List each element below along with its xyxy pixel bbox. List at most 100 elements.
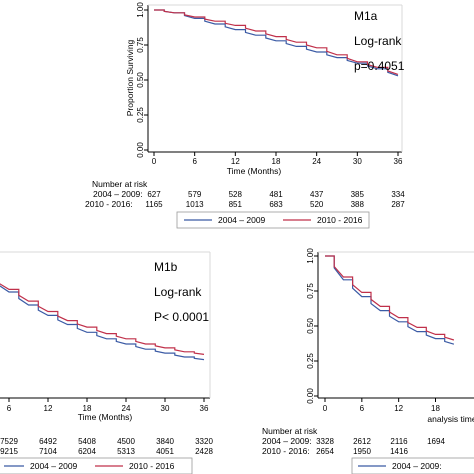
m1a-panel-label: M1a: [354, 9, 378, 23]
m1a-y-axis-label: Proportion Surviving: [125, 39, 135, 116]
m1a-yticks-label-0: 0.00: [136, 142, 145, 158]
m1c-xticks-label-0: 0: [323, 404, 328, 413]
m1c-risk-row2-cell-2: 1416: [390, 447, 408, 456]
m1b-risk-values: 7529649254084500384033201163792157104620…: [0, 437, 213, 456]
m1c-yticks-label-1: 0.25: [306, 353, 315, 369]
m1c-risk-row1-cell-2: 2116: [390, 437, 408, 446]
m1a-survival-curves: [154, 9, 399, 77]
m1c-xticks-label-1: 6: [360, 404, 365, 413]
m1a-plot-frame: [147, 4, 403, 153]
m1b-risk-row2-cell-3: 6204: [78, 447, 96, 456]
m1a-risk-row2-cell-0: 1165: [145, 200, 163, 209]
m1a-xticks-label-6: 36: [394, 157, 403, 166]
m1b-survival-curves: [0, 283, 205, 361]
m1b-xticks-label-1: 12: [44, 404, 53, 413]
m1c-plot-frame: [317, 251, 474, 399]
m1b-risk-row2-cell-2: 7104: [39, 447, 57, 456]
m1b-xticks-label-4: 30: [161, 404, 170, 413]
m1a-xticks-label-4: 24: [312, 157, 321, 166]
m1b-xticks-label-3: 24: [122, 404, 131, 413]
m1a-risk-row1-cell-5: 385: [351, 190, 365, 199]
m1a-p-value: p=0.4051: [354, 59, 405, 73]
m1c-risk-row2-cell-0: 2654: [316, 447, 334, 456]
m1a-risk-row1-cell-2: 528: [229, 190, 243, 199]
m1b-risk-row1-cell-2: 5408: [78, 437, 96, 446]
m1b-risk-row1-cell-4: 3840: [156, 437, 174, 446]
m1b-legend: 2004 – 2009 2010 - 2016: [0, 457, 193, 474]
m1b-legend-label-1: 2004 – 2009: [30, 461, 78, 471]
panel-m1c: 0.00 0.25 0.50 0.75 1.00 0 6 12 18 analysis tim…: [262, 248, 474, 474]
m1a-yticks-label-3: 0.75: [136, 37, 145, 53]
m1c-xticks-label-3: 18: [431, 404, 440, 413]
m1a-xticks-label-3: 18: [272, 157, 281, 166]
m1c-x-axis-label: analysis time: [427, 414, 474, 424]
m1a-risk-row-label-2: 2010 - 2016:: [85, 199, 133, 209]
m1a-legend: 2004 – 2009 2010 - 2016: [176, 211, 370, 229]
m1a-risk-row-label-1: 2004 – 2009:: [93, 189, 143, 199]
m1c-xticks-label-2: 12: [394, 404, 403, 413]
m1b-panel-label: M1b: [154, 260, 178, 274]
m1b-lines-series-1: [0, 285, 205, 361]
m1b-plot-frame: [0, 251, 211, 399]
m1c-yticks-label-4: 1.00: [306, 248, 315, 264]
m1a-risk-row1-cell-4: 437: [310, 190, 324, 199]
m1c-risk-row-label-1: 2004 – 2009:: [262, 436, 312, 446]
m1b-xticks-label-5: 36: [200, 404, 209, 413]
panel-m1b: 6 12 18 24 30 36 Time (Months) M1b Log-rank P…: [0, 251, 213, 474]
m1c-y-ticks: 0.00 0.25 0.50 0.75 1.00: [306, 248, 318, 404]
m1a-risk-row2-cell-6: 287: [391, 200, 405, 209]
m1b-risk-row2-cell-5: 4051: [156, 447, 174, 456]
m1c-risk-row1-cell-1: 2612: [353, 437, 371, 446]
m1b-lines-series-2: [0, 283, 205, 355]
m1a-risk-row2-cell-1: 1013: [186, 200, 204, 209]
m1c-risk-row1-cell-3: 1694: [427, 437, 445, 446]
m1c-yticks-label-2: 0.50: [306, 318, 315, 334]
m1b-risk-row1-cell-3: 4500: [117, 437, 135, 446]
m1b-risk-row1-cell-1: 6492: [39, 437, 57, 446]
m1a-xticks-label-5: 30: [353, 157, 362, 166]
m1c-legend-box: [351, 457, 474, 474]
m1b-logrank-label: Log-rank: [154, 285, 202, 299]
m1c-survival-curves: [325, 255, 455, 345]
m1b-x-ticks: 6 12 18 24 30 36: [7, 398, 209, 413]
m1a-xticks-label-0: 0: [152, 157, 157, 166]
m1b-risk-row2-cell-4: 5313: [117, 447, 135, 456]
m1a-risk-row2-cell-4: 520: [310, 200, 324, 209]
m1b-risk-row2-cell-1: 9215: [0, 447, 18, 456]
m1b-risk-row1-cell-5: 3320: [195, 437, 213, 446]
m1c-risk-row1-cell-0: 3328: [316, 437, 334, 446]
m1a-yticks-label-1: 0.25: [136, 107, 145, 123]
m1b-risk-row2-cell-6: 2428: [195, 447, 213, 456]
m1a-lines-series-1: [154, 9, 399, 77]
m1a-x-ticks: 0 6 12 18 24 30 36: [152, 152, 403, 166]
m1a-legend-box: [176, 211, 370, 229]
m1a-risk-row2-cell-2: 851: [229, 200, 243, 209]
m1a-lines-series-2: [154, 9, 399, 75]
m1a-risk-row1-cell-3: 481: [269, 190, 283, 199]
m1b-p-value: P< 0.0001: [154, 310, 209, 324]
m1c-lines-series-2: [325, 255, 455, 341]
m1c-x-ticks: 0 6 12 18: [323, 398, 440, 413]
m1a-risk-header: Number at risk: [92, 179, 148, 189]
m1a-legend-label-2: 2010 - 2016: [317, 215, 363, 225]
m1a-yticks-label-2: 0.50: [136, 72, 145, 88]
m1a-risk-values: 627 579 528 481 437 385 334 1165 1013 851 683 520 38…: [145, 190, 405, 209]
panel-m1a: 0.00 0.25 0.50 0.75 1.00 0 6 12 18 24 30 36 Propor…: [85, 2, 405, 229]
m1a-xticks-label-1: 6: [192, 157, 197, 166]
m1a-risk-row1-cell-6: 334: [391, 190, 405, 199]
m1a-risk-row1-cell-1: 579: [188, 190, 202, 199]
m1a-yticks-label-4: 1.00: [136, 2, 145, 18]
m1c-legend: 2004 – 2009:: [351, 457, 474, 474]
m1b-xticks-label-0: 6: [7, 404, 12, 413]
m1a-risk-row2-cell-5: 388: [351, 200, 365, 209]
m1c-risk-header: Number at risk: [262, 426, 318, 436]
m1b-xticks-label-2: 18: [83, 404, 92, 413]
m1a-risk-row1-cell-0: 627: [147, 190, 161, 199]
m1a-logrank-label: Log-rank: [354, 34, 402, 48]
m1b-x-axis-label: Time (Months): [78, 412, 133, 422]
m1c-risk-row2-cell-1: 1950: [353, 447, 371, 456]
m1c-legend-label-1: 2004 – 2009:: [392, 461, 442, 471]
m1a-risk-row2-cell-3: 683: [269, 200, 283, 209]
m1a-y-ticks: 0.00 0.25 0.50 0.75 1.00: [136, 2, 148, 158]
